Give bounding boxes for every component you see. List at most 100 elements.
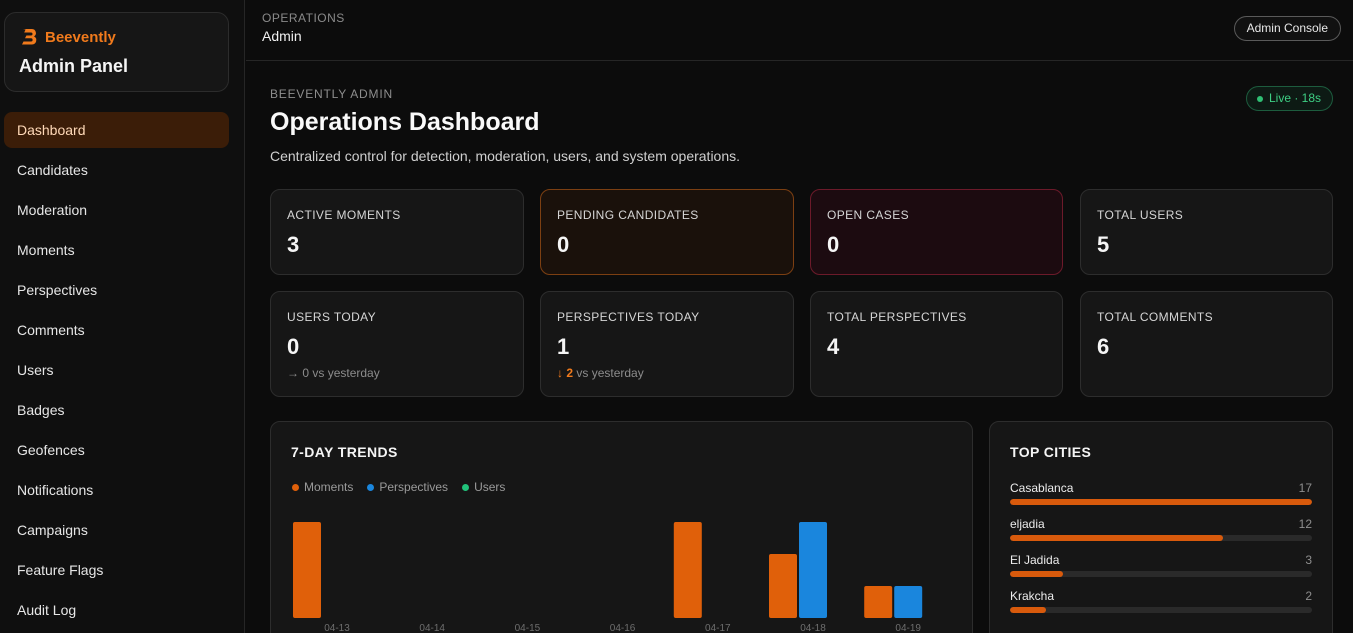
legend-dot-icon [367, 483, 375, 491]
city-row-eljadia: eljadia 12 [1010, 517, 1312, 541]
sidebar-item-moments[interactable]: Moments [17, 242, 75, 258]
topbar: OPERATIONS Admin Admin Console [246, 0, 1353, 61]
bar-moments-04-17[interactable] [673, 522, 702, 618]
sidebar-item-candidates[interactable]: Candidates [17, 162, 88, 178]
city-bar-fill [1010, 499, 1312, 505]
live-dot-icon [1257, 95, 1263, 102]
stat-label: PENDING CANDIDATES [557, 208, 699, 222]
sidebar-item-campaigns[interactable]: Campaigns [17, 522, 88, 538]
stat-value: 4 [827, 334, 840, 359]
beevently-logo-icon [22, 29, 37, 45]
stat-label: ACTIVE MOMENTS [287, 208, 401, 222]
delta-text: vs yesterday [312, 366, 380, 380]
sidebar-item-moderation[interactable]: Moderation [17, 202, 88, 218]
legend-item-perspectives[interactable]: Perspectives [367, 480, 448, 494]
x-tick-label: 04-14 [419, 623, 445, 633]
sidebar-item-badges[interactable]: Badges [17, 402, 65, 418]
legend-label: Users [474, 480, 506, 494]
city-count: 17 [1298, 481, 1312, 495]
stat-label: TOTAL USERS [1097, 208, 1184, 222]
bar-perspectives-04-19[interactable] [894, 586, 923, 618]
bar-moments-04-13[interactable] [293, 522, 321, 618]
arrow-down-icon: ↓ [557, 366, 563, 380]
stat-card-total-users[interactable]: TOTAL USERS 5 [1080, 189, 1333, 275]
admin-console-button[interactable]: Admin Console [1233, 16, 1341, 41]
page-eyebrow: BEEVENTLY ADMIN [270, 87, 393, 101]
chart-legend: Moments Perspectives Users [292, 480, 505, 494]
trends-panel: 7-DAY TRENDS Moments Perspectives Users … [270, 421, 973, 633]
arrow-right-icon: → [287, 366, 299, 380]
delta-value: 0 [302, 366, 310, 380]
x-tick-label: 04-15 [515, 623, 541, 633]
sidebar-item-notifications[interactable]: Notifications [17, 482, 94, 498]
stat-card-pending-candidates[interactable]: PENDING CANDIDATES 0 [540, 189, 794, 275]
stat-value: 0 [287, 334, 300, 359]
stat-label: PERSPECTIVES TODAY [557, 310, 700, 324]
sidebar-item-feature-flags[interactable]: Feature Flags [17, 562, 104, 578]
city-name: eljadia [1010, 517, 1045, 531]
stat-delta: ↓ 2 vs yesterday [557, 366, 644, 380]
sidebar-item-perspectives[interactable]: Perspectives [17, 282, 98, 298]
stat-card-total-comments[interactable]: TOTAL COMMENTS 6 [1080, 291, 1333, 397]
stat-value: 0 [557, 232, 570, 257]
stat-card-users-today[interactable]: USERS TODAY 0 → 0 vs yesterday [270, 291, 524, 397]
bar-moments-04-18[interactable] [769, 554, 797, 618]
stat-value: 3 [287, 232, 300, 257]
x-tick-label: 04-16 [610, 623, 636, 633]
x-tick-label: 04-17 [705, 623, 731, 633]
stat-label: TOTAL COMMENTS [1097, 310, 1214, 324]
sidebar-item-audit-log[interactable]: Audit Log [17, 602, 77, 618]
top-cities-title: TOP CITIES [1010, 444, 1092, 460]
bar-perspectives-04-18[interactable] [799, 522, 827, 618]
stat-value: 6 [1097, 334, 1110, 359]
legend-dot-icon [292, 483, 299, 491]
sidebar-item-comments[interactable]: Comments [17, 322, 85, 338]
legend-item-users[interactable]: Users [462, 480, 505, 494]
city-count: 2 [1305, 589, 1312, 603]
city-row-krakcha: Krakcha 2 [1010, 589, 1312, 613]
x-tick-label: 04-13 [324, 623, 350, 633]
city-bar-track [1010, 499, 1312, 505]
legend-item-moments[interactable]: Moments [292, 480, 353, 494]
sidebar-nav: Dashboard Candidates Moderation Moments … [4, 112, 229, 632]
sidebar-item-users[interactable]: Users [17, 362, 54, 378]
stat-label: OPEN CASES [827, 208, 910, 222]
stat-label: USERS TODAY [287, 310, 377, 324]
trend-bar-chart: 04-13 04-14 04-15 04-16 04-17 04-18 04-19 [293, 522, 923, 633]
top-cities-panel: TOP CITIES Casablanca 17 eljadia 12 El J… [989, 421, 1333, 633]
page-description: Centralized control for detection, moder… [270, 148, 741, 164]
city-bar-fill [1010, 535, 1224, 541]
city-row-casablanca: Casablanca 17 [1010, 481, 1312, 505]
stat-card-total-perspectives[interactable]: TOTAL PERSPECTIVES 4 [810, 291, 1063, 397]
legend-label: Perspectives [379, 480, 449, 494]
legend-dot-icon [462, 483, 470, 491]
brand-row: Beevently [19, 27, 116, 47]
stat-card-open-cases[interactable]: OPEN CASES 0 [810, 189, 1063, 275]
live-status-text: Live · 18s [1269, 91, 1322, 105]
stat-value: 0 [827, 232, 840, 257]
city-count: 3 [1305, 553, 1312, 567]
city-bar-track [1010, 607, 1312, 613]
city-bar-track [1010, 571, 1312, 577]
x-tick-label: 04-19 [895, 623, 921, 633]
sidebar-item-dashboard[interactable]: Dashboard [4, 112, 229, 148]
brand-name: Beevently [45, 28, 116, 46]
delta-value: 2 [566, 366, 574, 380]
stat-delta: → 0 vs yesterday [287, 366, 380, 380]
breadcrumb-section: OPERATIONS [262, 11, 345, 25]
stat-card-perspectives-today[interactable]: PERSPECTIVES TODAY 1 ↓ 2 vs yesterday [540, 291, 794, 397]
breadcrumb-page: Admin [262, 28, 302, 44]
bar-moments-04-19[interactable] [864, 586, 893, 618]
city-name: El Jadida [1010, 553, 1060, 567]
stat-value: 5 [1097, 232, 1110, 257]
city-bar-fill [1010, 607, 1046, 613]
city-row-el-jadida: El Jadida 3 [1010, 553, 1312, 577]
city-count: 12 [1298, 517, 1312, 531]
brand-card: Beevently Admin Panel [4, 12, 229, 92]
stat-card-active-moments[interactable]: ACTIVE MOMENTS 3 [270, 189, 524, 275]
sidebar: Beevently Admin Panel Dashboard Candidat… [0, 0, 245, 633]
city-name: Krakcha [1010, 589, 1055, 603]
sidebar-item-geofences[interactable]: Geofences [17, 442, 85, 458]
legend-label: Moments [304, 480, 354, 494]
city-bar-track [1010, 535, 1312, 541]
